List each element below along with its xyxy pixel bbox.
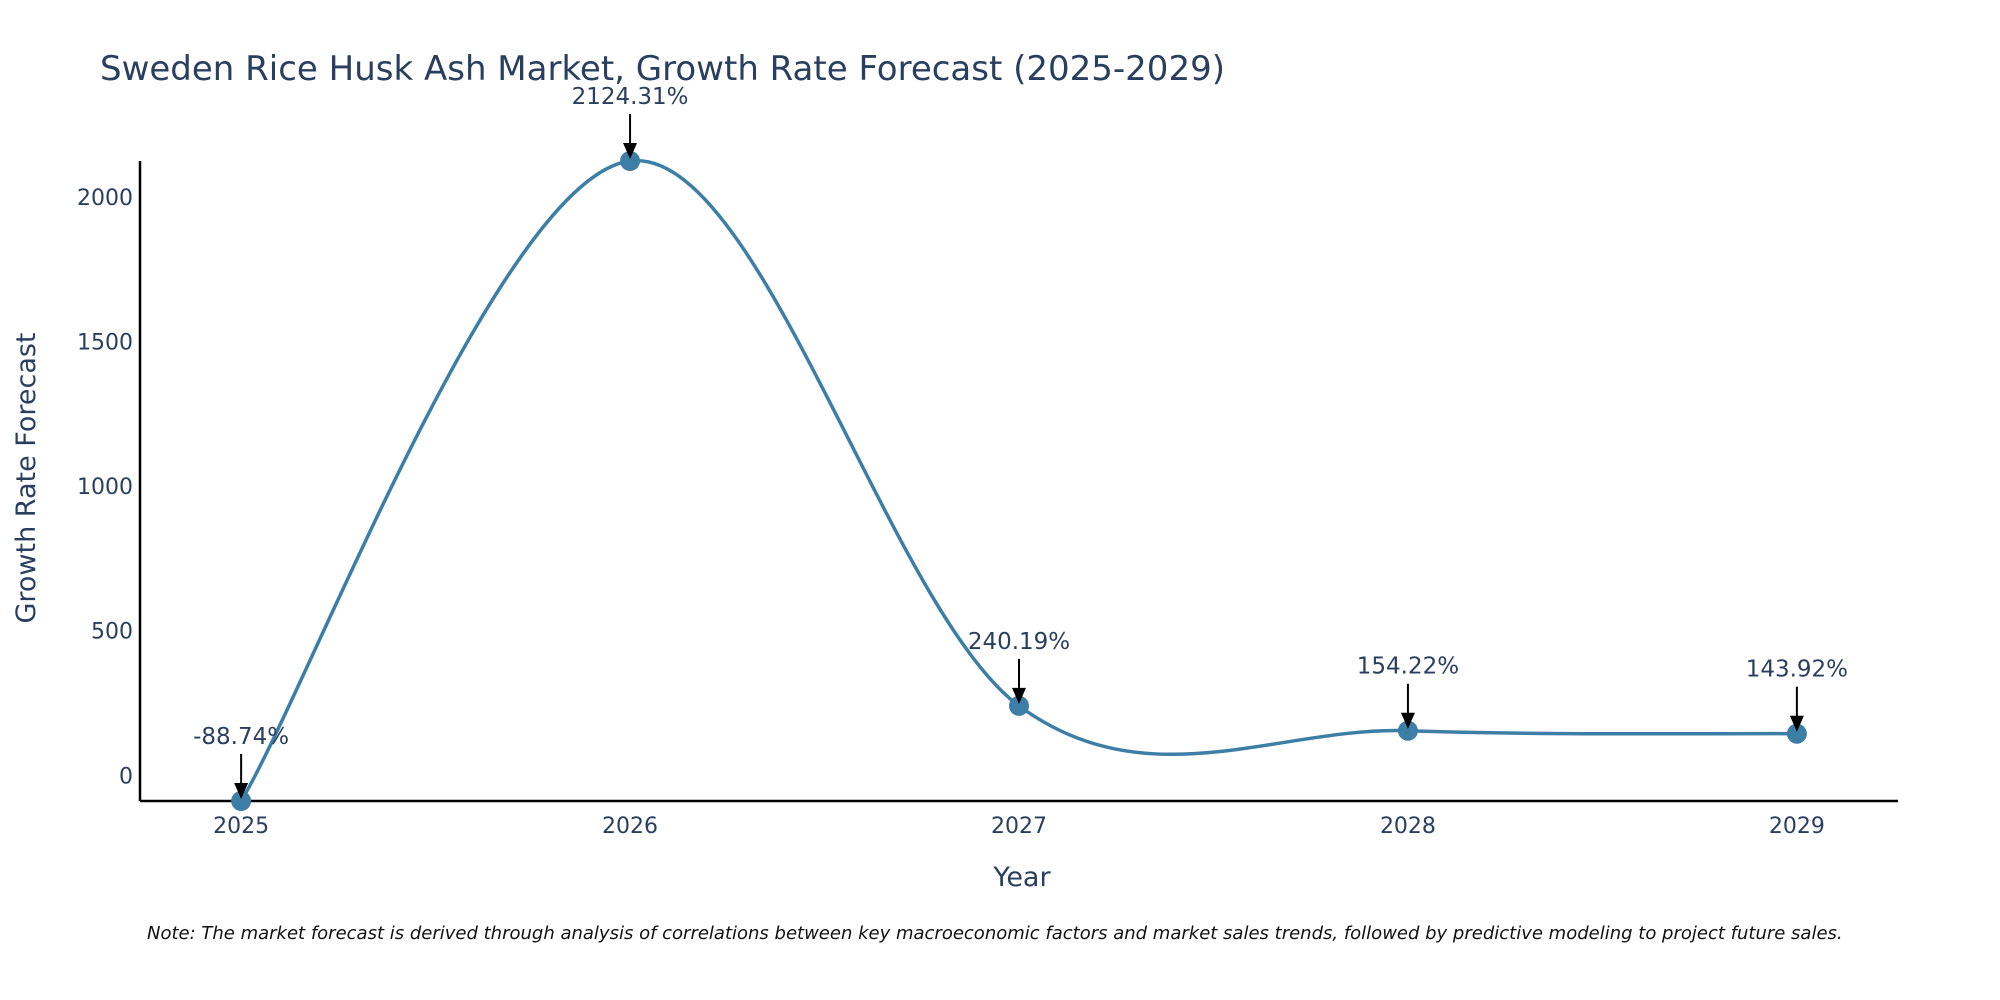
data-label: 154.22%	[1357, 654, 1459, 680]
annotation-arrow-head	[234, 783, 249, 799]
y-tick-label: 1000	[77, 475, 133, 500]
data-point-marker	[1397, 720, 1418, 741]
x-tick-label: 2027	[991, 814, 1047, 839]
y-tick-label: 0	[119, 764, 133, 789]
data-point-marker	[231, 791, 252, 811]
y-tick-label: 2000	[77, 186, 133, 211]
x-tick-label: 2028	[1380, 814, 1436, 839]
data-point-marker	[620, 151, 641, 171]
data-points	[231, 151, 1807, 811]
y-axis-ticks: 0 500 1000 1500 2000	[77, 186, 133, 789]
data-label: 143.92%	[1746, 657, 1848, 683]
x-tick-label: 2029	[1769, 814, 1825, 839]
annotation-arrow-head	[1400, 712, 1415, 729]
x-axis-title: Year	[992, 862, 1051, 893]
x-tick-label: 2025	[213, 814, 269, 839]
annotation-arrow-head	[1012, 687, 1026, 704]
y-axis-title: Growth Rate Forecast	[11, 332, 42, 623]
data-point-marker	[1786, 723, 1807, 744]
y-tick-label: 500	[91, 620, 133, 645]
footnote: Note: The market forecast is derived thr…	[147, 923, 1843, 944]
data-label: 2124.31%	[572, 84, 689, 110]
series-line	[239, 159, 1797, 802]
chart-title: Sweden Rice Husk Ash Market, Growth Rate…	[100, 49, 1225, 89]
data-label: -88.74%	[193, 724, 289, 750]
annotation-arrow-head	[623, 143, 638, 159]
x-axis-ticks: 2025 2026 2027 2028 2029	[213, 814, 1825, 839]
data-annotations: -88.74% 2124.31% 240.19% 154.22% 143.92%	[193, 84, 1848, 799]
data-point-marker	[1009, 695, 1029, 716]
x-tick-label: 2026	[602, 814, 658, 839]
data-label: 240.19%	[968, 629, 1070, 655]
annotation-arrow-head	[1789, 715, 1804, 732]
y-tick-label: 1500	[77, 331, 133, 356]
